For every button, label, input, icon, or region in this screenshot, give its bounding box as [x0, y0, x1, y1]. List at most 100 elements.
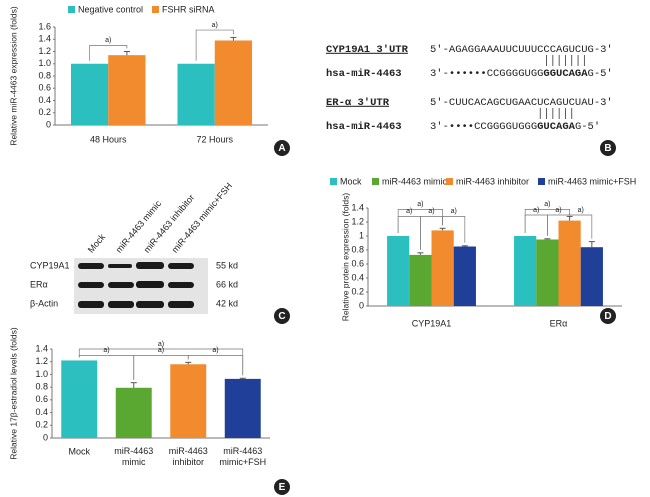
x-tick-label: 48 Hours: [90, 134, 127, 144]
y-tick-label: 0.2: [38, 107, 51, 117]
bar: [514, 236, 537, 306]
legend-swatch: [446, 178, 453, 185]
significance-bracket: [569, 213, 593, 239]
panel-badge: [274, 308, 290, 324]
mirna-sequence: 3′-••••CCGGGGUGGGGUCAGAG-5′: [430, 121, 600, 133]
legend-swatch: [372, 178, 379, 185]
bar: [108, 55, 146, 125]
mirna-name: hsa-miR-4463: [326, 121, 402, 133]
legend-label: FSHR siRNA: [162, 4, 215, 14]
significance-label: a): [105, 37, 111, 44]
legend-swatch: [152, 6, 159, 13]
significance-label: a): [158, 341, 164, 348]
mirna-sequence: 3′-••••••CCGGGGUGGGGUCAGAG-5′: [430, 68, 613, 80]
y-tick-label: 1.4: [35, 343, 48, 353]
y-tick-label: 1.0: [35, 369, 48, 379]
protein-label: CYP19A1: [30, 260, 70, 270]
legend-swatch: [538, 178, 545, 185]
y-tick-label: 1.2: [351, 216, 364, 226]
y-tick-label: 1.4: [38, 34, 51, 44]
y-axis-title: Relative miR-4463 expression (folds): [8, 6, 18, 146]
utr-sequence: 5′-AGAGGAAAUUCUUUCCCAGUCUG-3′: [430, 44, 613, 56]
legend-label: miR-4463 mimic+FSH: [548, 176, 636, 186]
bar: [409, 254, 432, 306]
significance-label: a): [555, 207, 561, 214]
y-tick-label: 1.2: [35, 356, 48, 366]
y-tick-label: 0: [46, 119, 51, 129]
panel-label: B: [604, 143, 611, 154]
significance-bracket: [442, 216, 466, 243]
significance-label: a): [212, 22, 218, 29]
size-label: 42 kd: [216, 298, 238, 308]
y-tick-label: 0.4: [351, 272, 364, 282]
panel-label: D: [604, 311, 611, 322]
significance-label: a): [578, 207, 584, 214]
y-tick-label: 0.4: [38, 95, 51, 105]
x-tick-label: Mock: [68, 446, 90, 456]
x-tick-label: miR-4463 inhibitor: [169, 446, 208, 467]
mirna-seed: GUCAGA: [537, 121, 576, 133]
panel-badge: [274, 479, 290, 495]
y-tick-label: 1.6: [38, 21, 51, 31]
bar: [453, 246, 476, 306]
utr-name: ER-α 3′UTR: [326, 97, 390, 109]
significance-label: a): [158, 347, 164, 354]
x-tick-label: miR-4463 mimic: [114, 446, 153, 467]
panel-label: E: [279, 482, 286, 493]
y-tick-label: 0: [43, 432, 48, 442]
y-tick-label: 0.2: [351, 286, 364, 296]
significance-bracket: [89, 45, 128, 61]
y-tick-label: 0.4: [35, 407, 48, 417]
y-tick-label: 1.2: [38, 46, 51, 56]
mirna-name: hsa-miR-4463: [326, 68, 402, 80]
y-tick-label: 0.6: [351, 258, 364, 268]
size-label: 66 kd: [216, 279, 238, 289]
lane-label: Mock: [86, 232, 108, 255]
y-tick-label: 0.8: [38, 70, 51, 80]
significance-label: a): [533, 207, 539, 214]
significance-label: a): [212, 347, 218, 354]
legend-swatch: [68, 6, 75, 13]
x-tick-label: 72 Hours: [196, 134, 233, 144]
significance-label: a): [451, 208, 457, 215]
bar: [431, 230, 454, 306]
y-axis-title: Relative protein expression (folds): [340, 193, 350, 322]
sequence-panel: CYP19A1 3′UTR 5′-AGAGGAAAUUCUUUCCCAGUCUG…: [326, 44, 613, 133]
y-tick-label: 0.8: [35, 382, 48, 392]
size-label: 55 kd: [216, 260, 238, 270]
lane-label: miR-4463 inhibitor: [142, 192, 197, 254]
bar: [558, 220, 581, 306]
bar: [214, 40, 253, 125]
bar: [70, 63, 109, 125]
y-tick-label: 0.6: [35, 394, 48, 404]
mirna-part: 3′-••••CCGGGGUGGG: [430, 121, 537, 133]
bar: [115, 387, 152, 438]
bar: [177, 63, 215, 125]
significance-label: a): [103, 347, 109, 354]
panel-badge: [600, 308, 616, 324]
legend-label: miR-4463 inhibitor: [456, 176, 529, 186]
significance-bracket: [524, 214, 548, 236]
blot-panel: Mock miR-4463 mimic miR-4463 inhibitor m…: [30, 181, 238, 314]
mirna-part: G-5′: [575, 121, 600, 133]
bar: [536, 239, 559, 306]
significance-label: a): [428, 208, 434, 215]
y-tick-label: 0: [359, 300, 364, 310]
significance-bracket: [187, 355, 244, 376]
x-tick-label: CYP19A1: [412, 318, 452, 328]
bar: [580, 247, 603, 306]
bar: [170, 364, 207, 438]
protein-label: β-Actin: [30, 298, 58, 308]
legend-label: Negative control: [78, 4, 143, 14]
legend-label: miR-4463 mimic: [382, 176, 448, 186]
panel-label: A: [278, 143, 285, 154]
y-tick-label: 0.6: [38, 83, 51, 93]
significance-bracket: [195, 29, 234, 61]
panel-label: C: [278, 311, 285, 322]
y-axis-title: Relative 17β-estradiol levels (folds): [8, 327, 18, 460]
y-tick-label: 1.0: [38, 58, 51, 68]
bar: [387, 236, 410, 306]
legend-swatch: [330, 178, 337, 185]
x-tick-label: miR-4463 mimic+FSH: [219, 446, 266, 467]
